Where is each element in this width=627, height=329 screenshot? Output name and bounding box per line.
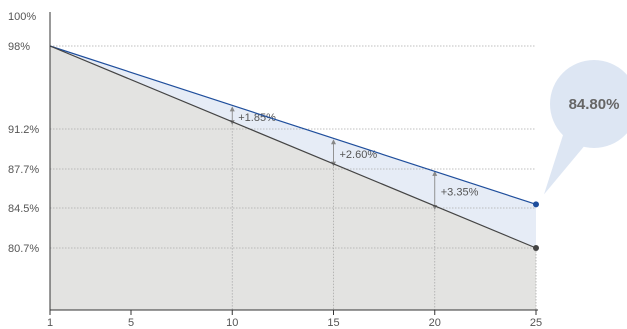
callout-bubble (550, 60, 627, 148)
arrow-head-up (331, 139, 336, 145)
series-end-marker-2 (533, 245, 539, 251)
gain-label: +3.35% (441, 186, 479, 198)
x-tick-label: 10 (226, 317, 238, 329)
y-tick-label: 84.5% (8, 203, 39, 215)
x-tick-label: 25 (530, 317, 542, 329)
y-tick-label: 87.7% (8, 164, 39, 176)
x-tick-label: 20 (429, 317, 441, 329)
arrow-head-up (229, 106, 235, 112)
arrow-head-up (432, 170, 438, 176)
y-tick-label: 100% (8, 11, 36, 23)
gain-label: +1.85% (238, 112, 276, 124)
y-tick-label: 80.7% (8, 243, 39, 255)
lower-area-fill (50, 46, 536, 310)
x-tick-label: 1 (47, 317, 53, 329)
x-tick-label: 5 (128, 317, 134, 329)
callout-label: 84.80% (569, 96, 620, 113)
series-end-marker-1 (533, 201, 539, 208)
series-line-2 (49, 45, 537, 249)
series-line-1 (49, 45, 537, 205)
gain-label: +2.60% (340, 149, 378, 161)
y-tick-label: 91.2% (8, 124, 39, 136)
x-tick-label: 15 (327, 317, 339, 329)
callout-pointer (544, 132, 586, 195)
y-tick-label: 98% (8, 41, 30, 53)
